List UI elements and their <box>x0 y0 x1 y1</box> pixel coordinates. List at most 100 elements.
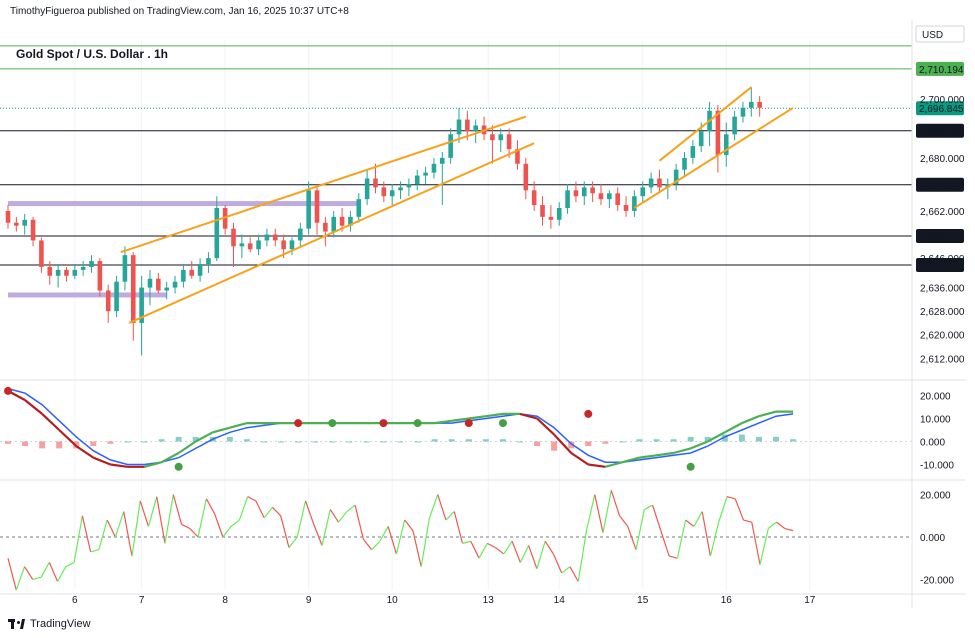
macd-line-segment <box>656 451 674 457</box>
candle-body <box>189 269 195 276</box>
macd-histogram-bar <box>414 441 421 443</box>
brand-name: TradingView <box>30 618 91 630</box>
candle-body <box>214 208 220 259</box>
candle-body <box>598 193 604 200</box>
time-tick-label: 13 <box>483 595 495 606</box>
osc-line-segment <box>24 566 34 580</box>
macd-line-segment <box>724 422 743 434</box>
osc-line-segment <box>635 509 645 550</box>
macd-histogram-bar <box>534 441 541 447</box>
level-price-tag <box>916 123 964 138</box>
candle-body <box>465 119 470 132</box>
osc-line-segment <box>668 555 678 559</box>
candle-body <box>247 243 253 250</box>
osc-line-segment <box>272 506 282 517</box>
candle-body <box>281 240 286 250</box>
osc-line-segment <box>404 519 414 532</box>
candle-body <box>548 216 554 220</box>
candle-body <box>431 163 437 173</box>
candle-body <box>122 255 128 282</box>
osc-line-segment <box>511 541 521 563</box>
candle-body <box>364 178 370 200</box>
osc-line-segment <box>734 498 745 521</box>
macd-line-segment <box>468 415 487 420</box>
macd-histogram-bar <box>704 436 711 442</box>
price-tick-label: 2,700.000 <box>920 95 965 106</box>
macd-histogram-bar <box>517 441 524 443</box>
osc-line-segment <box>255 500 265 519</box>
candle-body <box>55 269 61 276</box>
candle-body <box>623 205 629 211</box>
osc-line-segment <box>147 496 158 527</box>
osc-line-segment <box>759 528 769 565</box>
macd-histogram-bar <box>653 439 660 442</box>
macd-line-segment <box>195 431 214 443</box>
macd-histogram-bar <box>636 439 643 442</box>
oscillator-panel <box>0 490 912 591</box>
osc-line-segment <box>156 496 166 544</box>
candle-body <box>556 208 562 220</box>
price-tick-label: 2,628.000 <box>920 307 965 318</box>
candle-body <box>80 266 86 270</box>
level-price-tag <box>916 258 964 273</box>
osc-line-segment <box>536 541 546 569</box>
time-tick-label: 9 <box>306 595 312 606</box>
candle-body <box>698 131 704 147</box>
macd-cross-dot <box>498 419 507 428</box>
currency-box <box>915 25 965 43</box>
osc-line-segment <box>139 500 150 527</box>
level-price-label: 2,689.197 <box>919 127 964 138</box>
candle-body <box>97 261 103 291</box>
osc-line-segment <box>453 511 464 544</box>
macd-cross-dot <box>294 419 303 428</box>
candle-body <box>381 187 387 197</box>
macd-histogram-bar <box>687 436 694 442</box>
candle-body <box>657 178 662 188</box>
macd-line-segment <box>451 417 469 422</box>
macd-histogram-bar <box>141 441 148 443</box>
macd-line-segment <box>161 452 180 464</box>
macd-histogram-bar <box>329 441 336 443</box>
chart-title: Gold Spot / U.S. Dollar . 1h <box>16 47 168 61</box>
candle-body <box>448 134 453 158</box>
candle-body <box>306 190 311 229</box>
macd-histogram-bar <box>585 441 592 447</box>
osc-line-segment <box>470 540 480 559</box>
osc-line-segment <box>48 562 59 582</box>
macd-line-segment <box>434 419 452 425</box>
candle-body <box>690 146 696 158</box>
macd-histogram-bar <box>568 441 575 449</box>
osc-line-segment <box>131 500 141 557</box>
candle-body <box>47 266 53 276</box>
osc-line-segment <box>495 547 505 555</box>
macd-cross-dot <box>174 462 183 471</box>
osc-line-segment <box>329 509 340 523</box>
osc-line-segment <box>660 530 670 557</box>
macd-histogram-bar <box>226 436 233 442</box>
candle-body <box>615 193 620 206</box>
candle-body <box>356 199 362 217</box>
level-price-tag <box>916 177 964 192</box>
osc-line-segment <box>610 490 621 516</box>
candle-body <box>156 278 161 291</box>
candle-body <box>398 187 403 191</box>
osc-line-segment <box>123 511 133 557</box>
osc-line-segment <box>98 519 108 550</box>
osc-line-segment <box>288 536 298 548</box>
macd-histogram-bar <box>721 434 728 442</box>
macd-cross-dot <box>413 419 422 428</box>
candle-body <box>732 116 737 135</box>
candle-body <box>314 190 320 223</box>
macd-histogram-bar <box>738 434 745 442</box>
macd-cross-dot <box>4 386 12 395</box>
candle-body <box>740 107 746 117</box>
candle-body <box>72 269 78 276</box>
candle-body <box>264 234 270 241</box>
macd-histogram-bar <box>192 436 199 442</box>
trendline <box>633 106 794 209</box>
macd-histogram-bar <box>431 439 438 442</box>
candles <box>5 87 762 356</box>
macd-line-segment <box>485 412 504 418</box>
candle-body <box>473 125 479 132</box>
